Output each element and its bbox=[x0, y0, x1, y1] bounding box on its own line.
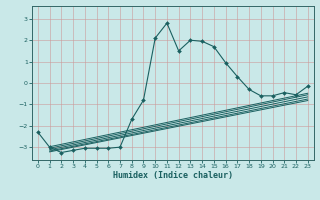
X-axis label: Humidex (Indice chaleur): Humidex (Indice chaleur) bbox=[113, 171, 233, 180]
